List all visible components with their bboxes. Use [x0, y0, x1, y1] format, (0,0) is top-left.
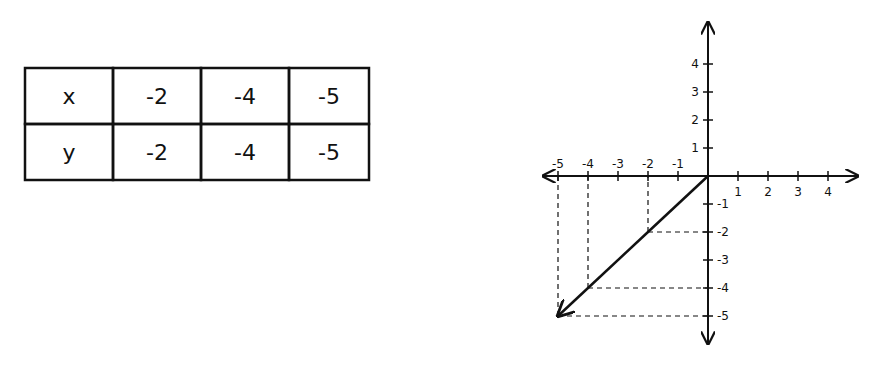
- y-tick: [703, 63, 713, 65]
- x-tick: [767, 171, 769, 181]
- table-cell: [201, 124, 289, 180]
- y-tick-label: -1: [717, 197, 729, 211]
- y-axis-line: [707, 22, 709, 344]
- x-tick-label: -5: [552, 157, 564, 171]
- guide-line: [587, 176, 588, 288]
- data-line: [558, 176, 708, 316]
- table-text: -2: [146, 140, 168, 165]
- canvas: x -2 -4 -5 y -2 -4 -5 -5 -4 -3 -2 -1 1 2 3 4 -5 -4 -3 -2 -1 1 2…: [0, 0, 876, 378]
- x-tick-label: 3: [794, 185, 802, 199]
- x-tick-label: 4: [824, 185, 832, 199]
- x-tick-label: -1: [672, 157, 684, 171]
- y-tick-label: 3: [691, 85, 699, 99]
- y-tick-label: 4: [691, 57, 699, 71]
- guide-line: [647, 176, 648, 232]
- x-axis-line: [543, 175, 858, 177]
- table-cell: [113, 68, 201, 124]
- y-tick: [703, 203, 713, 205]
- x-tick: [677, 171, 679, 181]
- plot-area: [558, 176, 708, 316]
- y-tick: [703, 119, 713, 121]
- y-tick-label: -3: [717, 253, 729, 267]
- x-tick: [797, 171, 799, 181]
- x-tick: [737, 171, 739, 181]
- x-tick-label: -4: [582, 157, 594, 171]
- value-table: x -2 -4 -5 y -2 -4 -5: [25, 68, 369, 180]
- x-tick-label: 2: [764, 185, 772, 199]
- axes: -5 -4 -3 -2 -1 1 2 3 4 -5 -4 -3 -2 -1 1 2 3 4: [543, 22, 858, 344]
- y-tick-label: -2: [717, 225, 729, 239]
- guide-line: [648, 231, 708, 232]
- table-cell: [201, 68, 289, 124]
- x-tick: [617, 171, 619, 181]
- y-tick-label: 1: [691, 141, 699, 155]
- table-text: -5: [318, 140, 340, 165]
- table-text: x: [62, 84, 75, 109]
- x-tick: [827, 171, 829, 181]
- y-tick-label: -4: [717, 281, 729, 295]
- table-text: -2: [146, 84, 168, 109]
- guide-line: [557, 176, 558, 316]
- y-tick: [703, 259, 713, 261]
- x-tick-label: -2: [642, 157, 654, 171]
- table-text: -4: [234, 84, 256, 109]
- guide-line: [558, 315, 708, 316]
- y-tick-label: -5: [717, 309, 729, 323]
- y-tick-label: 2: [691, 113, 699, 127]
- table-cell: [25, 124, 113, 180]
- table-cell: [25, 68, 113, 124]
- y-tick: [703, 91, 713, 93]
- y-tick: [703, 147, 713, 149]
- x-tick-label: -3: [612, 157, 624, 171]
- table-cell: [113, 124, 201, 180]
- guide-line: [588, 287, 708, 288]
- table-cell: [289, 68, 369, 124]
- table-cell: [289, 124, 369, 180]
- table-text: -4: [234, 140, 256, 165]
- table-text: y: [62, 140, 75, 165]
- table-text: -5: [318, 84, 340, 109]
- x-tick-label: 1: [734, 185, 742, 199]
